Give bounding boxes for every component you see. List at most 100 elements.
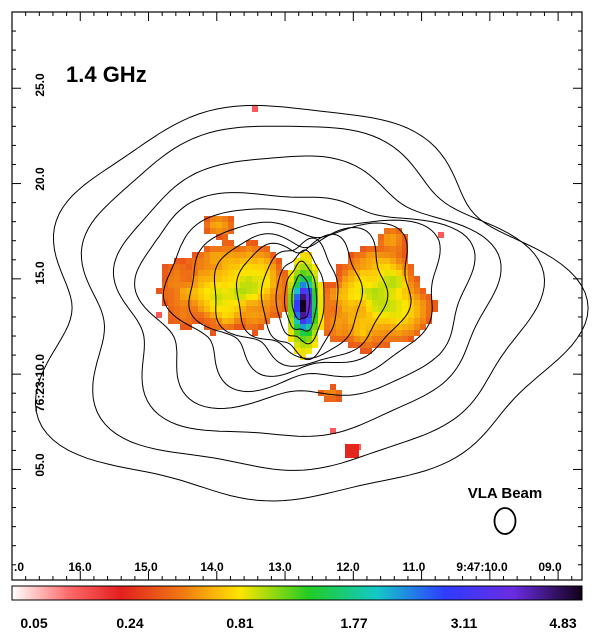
intensity-pixel bbox=[354, 330, 360, 336]
intensity-pixel bbox=[174, 276, 180, 282]
intensity-pixel bbox=[378, 306, 384, 312]
intensity-pixel bbox=[162, 276, 168, 282]
intensity-pixel bbox=[264, 276, 270, 282]
intensity-pixel bbox=[258, 252, 264, 258]
intensity-pixel bbox=[168, 318, 174, 324]
intensity-pixel bbox=[414, 300, 420, 306]
intensity-pixel bbox=[378, 282, 384, 288]
intensity-pixel bbox=[306, 342, 312, 348]
intensity-pixel bbox=[396, 324, 402, 330]
intensity-pixel bbox=[276, 282, 282, 288]
intensity-pixel bbox=[336, 282, 342, 288]
intensity-pixel bbox=[294, 318, 300, 324]
intensity-pixel bbox=[300, 324, 306, 330]
intensity-pixel bbox=[204, 228, 210, 234]
intensity-pixel bbox=[378, 330, 384, 336]
intensity-pixel bbox=[174, 258, 180, 264]
intensity-pixel bbox=[204, 288, 210, 294]
intensity-pixel bbox=[246, 252, 252, 258]
intensity-pixel bbox=[336, 318, 342, 324]
intensity-pixel bbox=[378, 336, 384, 342]
intensity-pixel bbox=[300, 336, 306, 342]
intensity-pixel bbox=[168, 288, 174, 294]
intensity-pixel bbox=[210, 276, 216, 282]
intensity-pixel bbox=[228, 306, 234, 312]
intensity-pixel bbox=[204, 312, 210, 318]
intensity-pixel bbox=[222, 270, 228, 276]
intensity-pixel bbox=[258, 270, 264, 276]
contour-line bbox=[112, 155, 502, 437]
intensity-pixel bbox=[384, 240, 390, 246]
intensity-pixel bbox=[336, 300, 342, 306]
intensity-pixel bbox=[222, 312, 228, 318]
intensity-pixel bbox=[354, 294, 360, 300]
intensity-pixel bbox=[174, 300, 180, 306]
intensity-pixel bbox=[330, 294, 336, 300]
intensity-pixel bbox=[306, 348, 312, 354]
intensity-pixel bbox=[222, 276, 228, 282]
intensity-pixel bbox=[420, 312, 426, 318]
intensity-pixel bbox=[228, 282, 234, 288]
intensity-pixel bbox=[288, 306, 294, 312]
intensity-pixel bbox=[372, 330, 378, 336]
intensity-pixel bbox=[438, 232, 444, 238]
intensity-pixel bbox=[366, 270, 372, 276]
intensity-pixel bbox=[336, 336, 342, 342]
intensity-pixel bbox=[390, 336, 396, 342]
intensity-pixel bbox=[330, 396, 336, 402]
intensity-pixel bbox=[372, 288, 378, 294]
intensity-pixel bbox=[192, 294, 198, 300]
intensity-pixel bbox=[192, 288, 198, 294]
intensity-pixel bbox=[204, 270, 210, 276]
intensity-pixel bbox=[180, 324, 186, 330]
intensity-pixel bbox=[300, 276, 306, 282]
intensity-pixel bbox=[366, 246, 372, 252]
intensity-pixel bbox=[402, 318, 408, 324]
intensity-pixel bbox=[294, 300, 300, 306]
intensity-pixel bbox=[396, 228, 402, 234]
intensity-pixel bbox=[198, 306, 204, 312]
intensity-pixel bbox=[192, 252, 198, 258]
intensity-pixel bbox=[264, 258, 270, 264]
intensity-pixel bbox=[342, 282, 348, 288]
intensity-pixel bbox=[180, 282, 186, 288]
intensity-pixel bbox=[252, 294, 258, 300]
intensity-pixel bbox=[234, 252, 240, 258]
intensity-pixel bbox=[294, 312, 300, 318]
intensity-pixel bbox=[174, 312, 180, 318]
intensity-pixel bbox=[414, 282, 420, 288]
x-tick-label: 12.0 bbox=[336, 560, 360, 574]
intensity-pixel bbox=[186, 270, 192, 276]
intensity-pixel bbox=[390, 228, 396, 234]
intensity-pixel bbox=[372, 312, 378, 318]
intensity-pixel bbox=[378, 252, 384, 258]
intensity-pixel bbox=[174, 270, 180, 276]
intensity-pixel bbox=[228, 252, 234, 258]
intensity-pixel bbox=[348, 330, 354, 336]
intensity-pixel bbox=[288, 324, 294, 330]
intensity-pixel bbox=[288, 330, 294, 336]
intensity-pixel bbox=[180, 300, 186, 306]
intensity-pixel bbox=[276, 270, 282, 276]
intensity-pixel bbox=[216, 300, 222, 306]
intensity-pixel bbox=[270, 300, 276, 306]
intensity-pixel bbox=[414, 318, 420, 324]
intensity-pixel bbox=[360, 270, 366, 276]
intensity-pixel bbox=[348, 288, 354, 294]
intensity-pixel bbox=[408, 336, 414, 342]
intensity-pixel bbox=[324, 282, 330, 288]
intensity-pixel bbox=[390, 240, 396, 246]
intensity-pixel bbox=[276, 306, 282, 312]
intensity-pixel bbox=[288, 294, 294, 300]
intensity-pixel bbox=[366, 294, 372, 300]
intensity-pixel bbox=[420, 318, 426, 324]
intensity-pixel bbox=[162, 270, 168, 276]
intensity-pixel bbox=[216, 276, 222, 282]
intensity-pixel bbox=[234, 318, 240, 324]
intensity-pixel bbox=[270, 294, 276, 300]
intensity-pixel bbox=[384, 264, 390, 270]
intensity-pixel bbox=[252, 324, 258, 330]
intensity-pixel bbox=[336, 276, 342, 282]
intensity-pixel bbox=[354, 342, 360, 348]
intensity-pixel bbox=[324, 312, 330, 318]
